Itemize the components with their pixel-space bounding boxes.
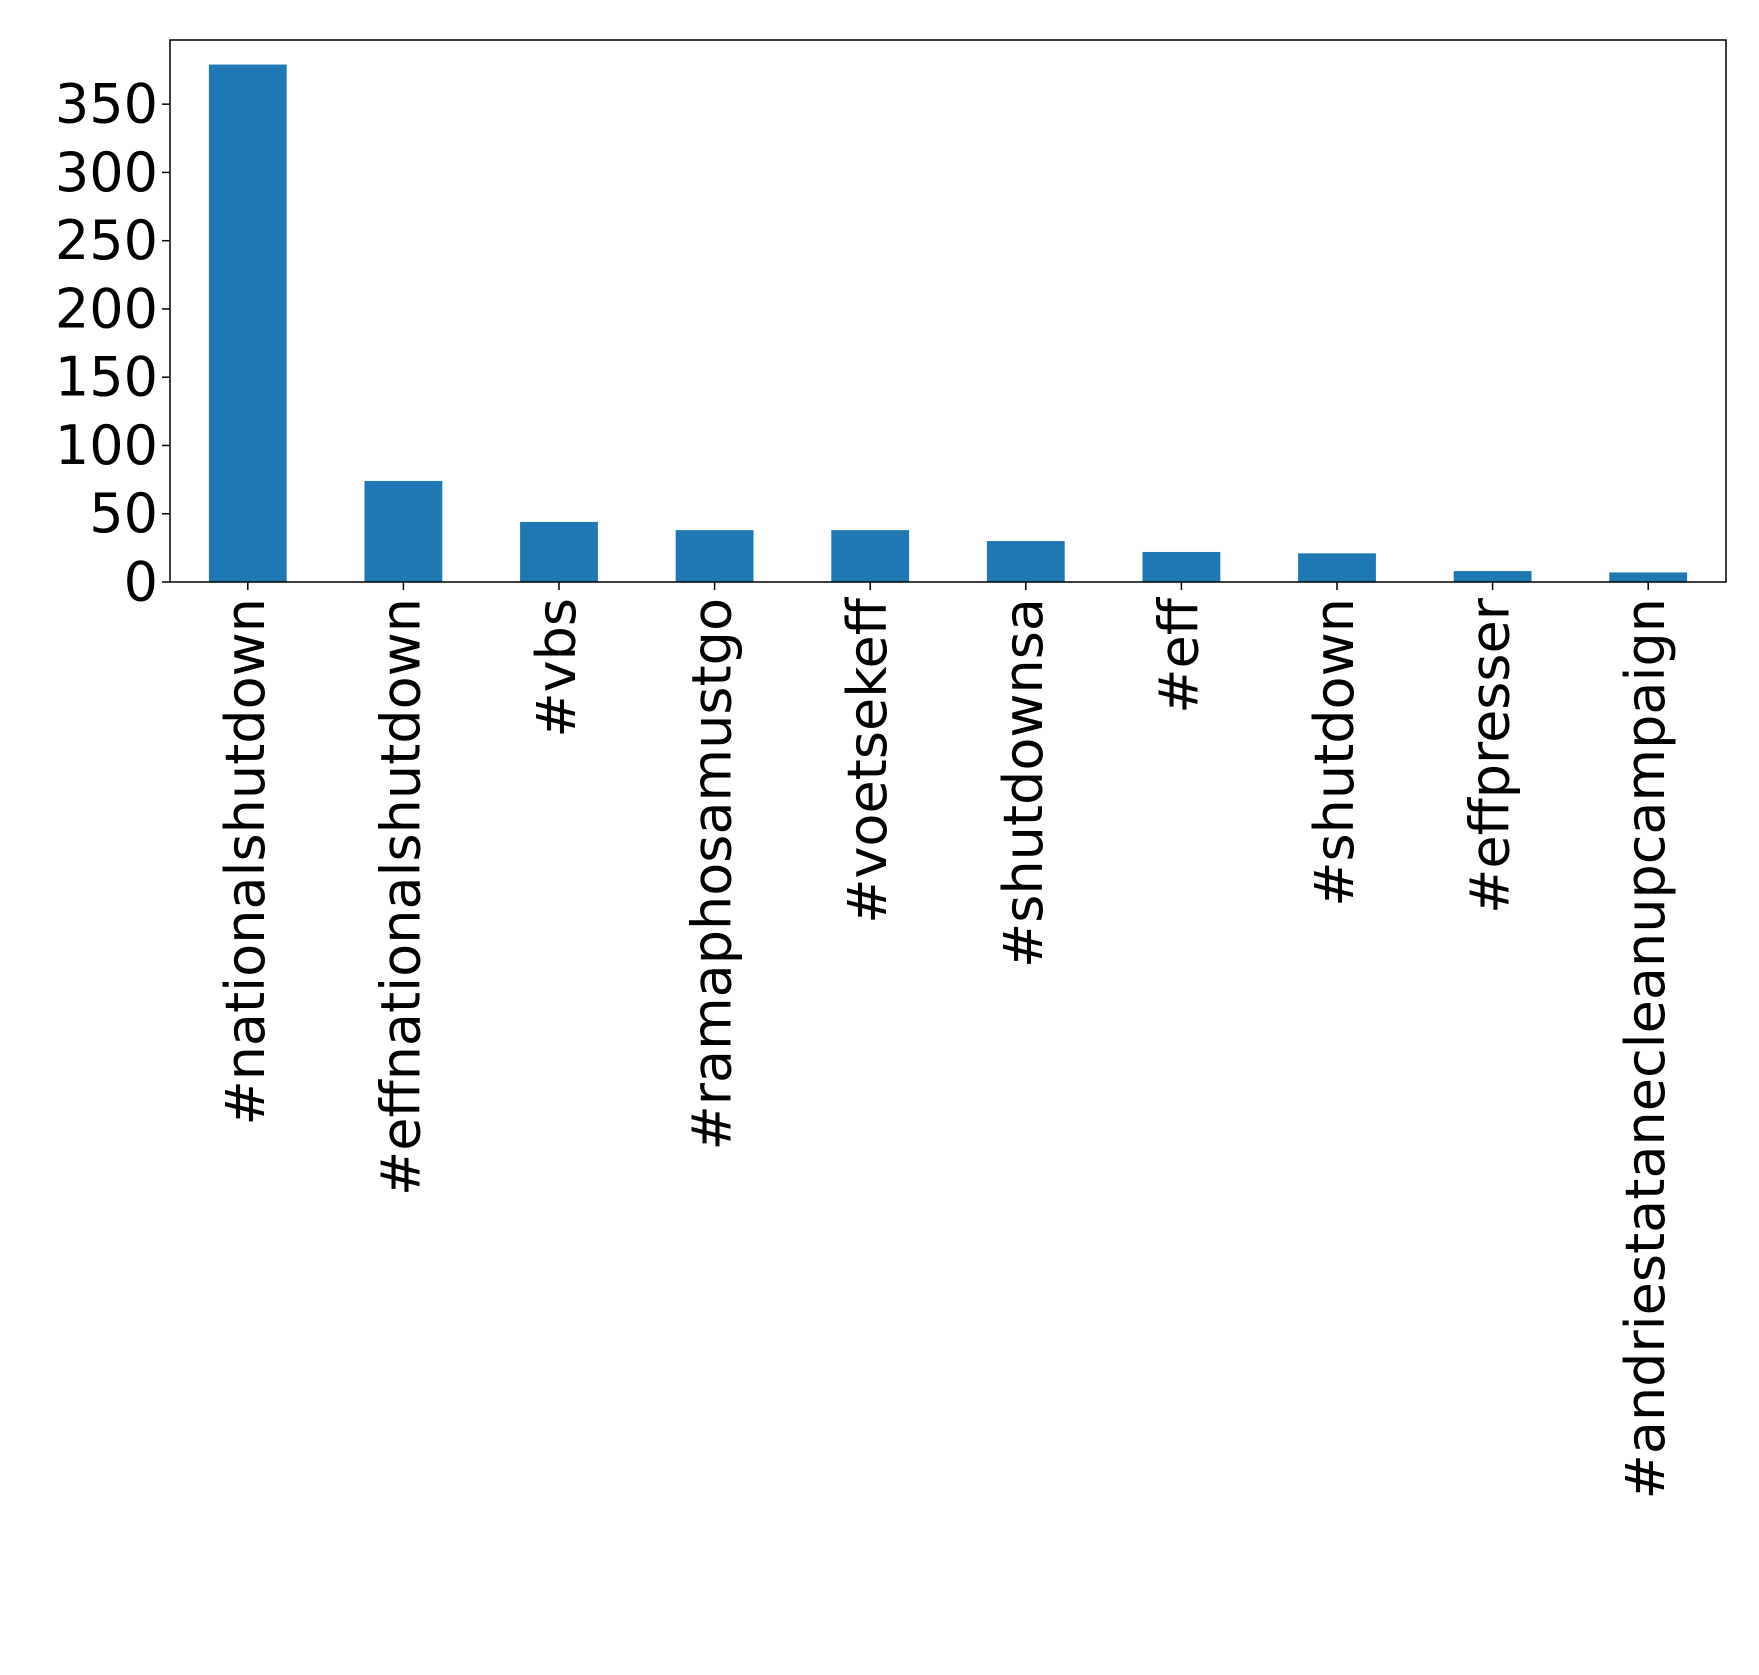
x-tick-label: #eff bbox=[1147, 596, 1210, 713]
x-tick-label: #shutdownsa bbox=[992, 598, 1055, 968]
x-tick-label: #effnationalshutdown bbox=[369, 598, 432, 1196]
y-tick-label: 0 bbox=[124, 551, 158, 614]
x-tick-label: #ramaphosamustgo bbox=[681, 598, 744, 1150]
bar-shutdown bbox=[1298, 553, 1376, 582]
y-tick-label: 150 bbox=[55, 346, 158, 409]
bar-effpresser bbox=[1453, 571, 1532, 582]
bar-vbs bbox=[520, 521, 598, 582]
y-tick-label: 350 bbox=[55, 73, 158, 136]
plot-frame bbox=[169, 39, 1727, 583]
bar-eff bbox=[1142, 551, 1221, 582]
bars-layer bbox=[208, 64, 1688, 582]
y-tick-label: 50 bbox=[89, 482, 158, 545]
bar-shutdownsa bbox=[986, 541, 1065, 582]
x-tick-label: #shutdown bbox=[1303, 598, 1366, 907]
bar-nationalshutdown bbox=[208, 64, 287, 582]
bar-effnationalshutdown bbox=[364, 480, 443, 582]
y-tick-label: 250 bbox=[55, 209, 158, 272]
bar-voetsekeff bbox=[831, 530, 910, 582]
bar-ramaphosamustgo bbox=[675, 530, 754, 582]
y-tick-label: 200 bbox=[55, 277, 158, 340]
bar-andriestatanecleanupcampaign bbox=[1609, 572, 1688, 582]
x-tick-label: #nationalshutdown bbox=[214, 598, 277, 1126]
x-axis: #nationalshutdown #effnationalshutdown #vb… bbox=[214, 582, 1677, 1499]
x-tick-label: #vbs bbox=[525, 598, 588, 738]
y-tick-label: 300 bbox=[55, 141, 158, 204]
y-tick-label: 100 bbox=[55, 414, 158, 477]
x-tick-label: #effpresser bbox=[1459, 597, 1522, 914]
x-tick-label: #voetsekeff bbox=[836, 596, 899, 924]
x-tick-label: #andriestatanecleanupcampaign bbox=[1614, 598, 1677, 1499]
